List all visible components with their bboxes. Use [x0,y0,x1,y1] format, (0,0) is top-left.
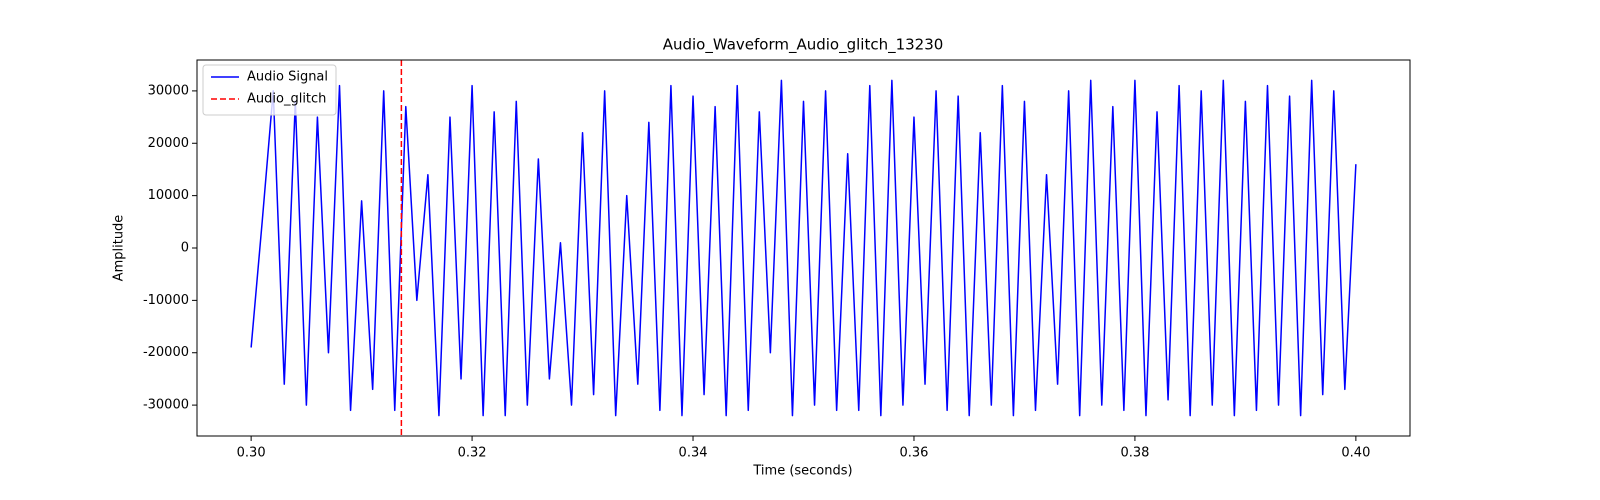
signal-line [250,79,1357,417]
x-tick-label: 0.38 [1120,446,1149,461]
y-tick-label: 30000 [148,83,189,98]
plot-frame [196,59,1411,437]
x-axis-label: Time (seconds) [752,464,852,479]
y-tick-label: -20000 [143,345,189,360]
x-tick-label: 0.32 [458,446,487,461]
x-tick-label: 0.40 [1341,446,1370,461]
legend-label: Audio Signal [247,70,328,85]
y-tick-label: 0 [181,241,189,256]
y-tick-label: 20000 [148,136,189,151]
x-tick-label: 0.34 [679,446,708,461]
chart-title: Audio_Waveform_Audio_glitch_13230 [663,36,944,55]
y-tick-label: 10000 [148,188,189,203]
x-tick-label: 0.36 [899,446,928,461]
x-tick-label: 0.30 [237,446,266,461]
y-tick-label: -10000 [143,293,189,308]
y-axis-label: Amplitude [112,215,127,282]
y-tick-label: -30000 [143,398,189,413]
legend-label: Audio_glitch [247,92,326,107]
